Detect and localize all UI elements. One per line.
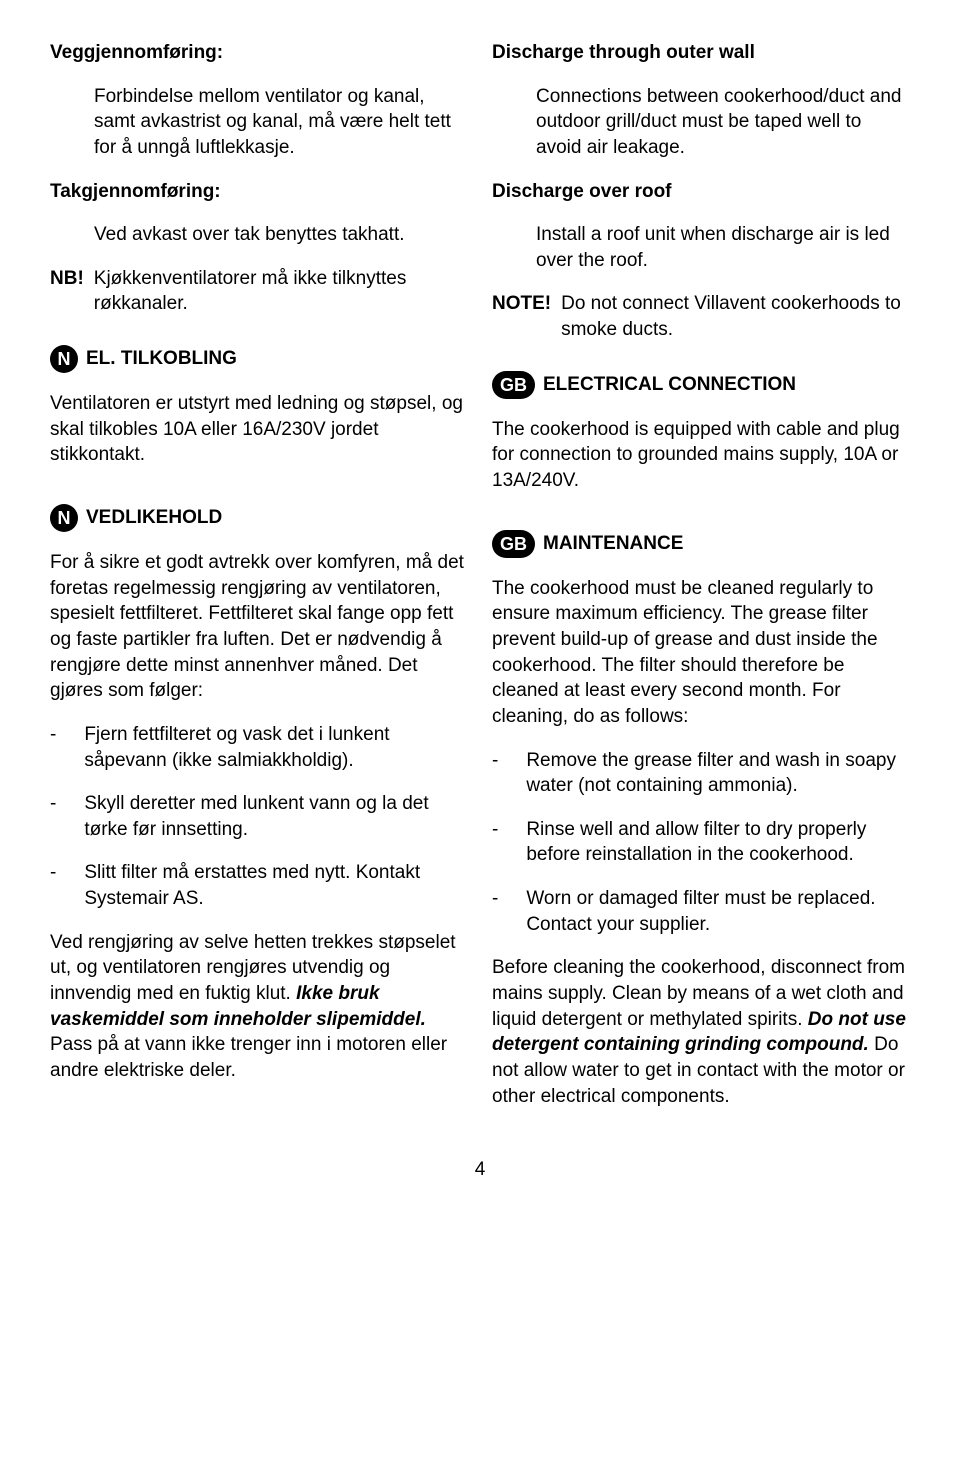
left-para-1: Forbindelse mellom ventilator og kanal, … [50,84,468,161]
left-section-el-para: Ventilatoren er utstyrt med ledning og s… [50,391,468,468]
list-item: - Rinse well and allow filter to dry pro… [492,817,910,868]
page-number: 4 [50,1157,910,1183]
left-footer-plain2: Pass på at vann ikke trenger inn i motor… [50,1034,447,1081]
right-li2: Rinse well and allow filter to dry prope… [526,817,910,868]
left-para-2: Ved avkast over tak benyttes takhatt. [50,222,468,248]
left-nb-label: NB! [50,266,84,317]
right-li1: Remove the grease filter and wash in soa… [526,748,910,799]
right-note-row: NOTE! Do not connect Villavent cookerhoo… [492,291,910,342]
dash-icon: - [492,817,498,868]
right-para-1: Connections between cookerhood/duct and … [492,84,910,161]
list-item: - Worn or damaged filter must be replace… [492,886,910,937]
left-section-vedlikehold-para: For å sikre et godt avtrekk over komfyre… [50,550,468,704]
right-section-electrical-para: The cookerhood is equipped with cable an… [492,417,910,494]
right-section-maintenance-para: The cookerhood must be cleaned regularly… [492,576,910,730]
right-section-electrical-heading: GB ELECTRICAL CONNECTION [492,371,910,399]
right-heading-2: Discharge over roof [492,179,910,205]
left-li1: Fjern fettfilteret og vask det i lunkent… [84,722,468,773]
left-footer-para: Ved rengjøring av selve hetten trekkes s… [50,930,468,1084]
dash-icon: - [50,860,56,911]
right-note-text: Do not connect Villavent cookerhoods to … [561,291,910,342]
left-section-el-heading: N EL. TILKOBLING [50,345,468,373]
left-li2: Skyll deretter med lunkent vann og la de… [84,791,468,842]
badge-n-icon: N [50,345,78,373]
dash-icon: - [492,748,498,799]
left-section-vedlikehold-title: VEDLIKEHOLD [86,505,222,531]
dash-icon: - [492,886,498,937]
left-section-el-title: EL. TILKOBLING [86,346,237,372]
left-nb-text: Kjøkkenventilatorer må ikke tilknyttes r… [94,266,468,317]
left-heading-2: Takgjennomføring: [50,179,468,205]
right-footer-para: Before cleaning the cookerhood, disconne… [492,955,910,1109]
right-section-maintenance-heading: GB MAINTENANCE [492,530,910,558]
left-heading-1: Veggjennomføring: [50,40,468,66]
left-section-vedlikehold-heading: N VEDLIKEHOLD [50,504,468,532]
right-section-electrical-title: ELECTRICAL CONNECTION [543,372,796,398]
right-column: Discharge through outer wall Connections… [492,40,910,1127]
two-column-layout: Veggjennomføring: Forbindelse mellom ven… [50,40,910,1127]
list-item: - Remove the grease filter and wash in s… [492,748,910,799]
badge-n-icon: N [50,504,78,532]
left-list: - Fjern fettfilteret og vask det i lunke… [50,722,468,912]
left-nb-row: NB! Kjøkkenventilatorer må ikke tilknytt… [50,266,468,317]
list-item: - Slitt filter må erstattes med nytt. Ko… [50,860,468,911]
left-column: Veggjennomføring: Forbindelse mellom ven… [50,40,468,1127]
right-li3: Worn or damaged filter must be replaced.… [526,886,910,937]
left-li3: Slitt filter må erstattes med nytt. Kont… [84,860,468,911]
list-item: - Skyll deretter med lunkent vann og la … [50,791,468,842]
badge-gb-icon: GB [492,530,535,558]
badge-gb-icon: GB [492,371,535,399]
left-footer-plain1: Ved rengjøring av selve hetten trekkes s… [50,932,456,1004]
list-item: - Fjern fettfilteret og vask det i lunke… [50,722,468,773]
right-heading-1: Discharge through outer wall [492,40,910,66]
dash-icon: - [50,791,56,842]
right-note-label: NOTE! [492,291,551,342]
right-list: - Remove the grease filter and wash in s… [492,748,910,938]
dash-icon: - [50,722,56,773]
right-para-2: Install a roof unit when discharge air i… [492,222,910,273]
right-section-maintenance-title: MAINTENANCE [543,531,683,557]
